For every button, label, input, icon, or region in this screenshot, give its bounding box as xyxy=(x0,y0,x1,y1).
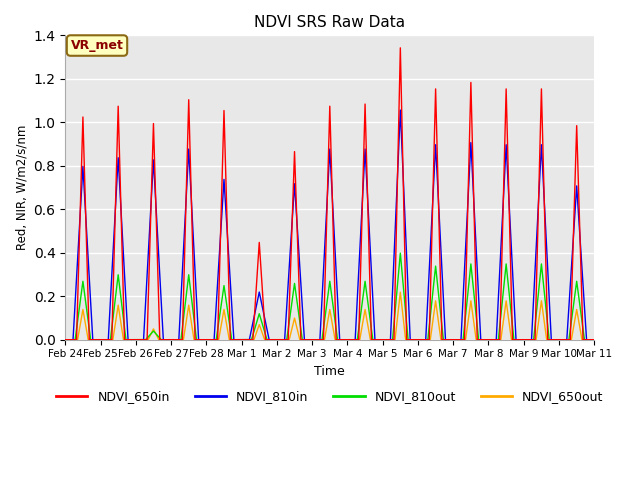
Title: NDVI SRS Raw Data: NDVI SRS Raw Data xyxy=(254,15,405,30)
Legend: NDVI_650in, NDVI_810in, NDVI_810out, NDVI_650out: NDVI_650in, NDVI_810in, NDVI_810out, NDV… xyxy=(51,385,609,408)
Text: VR_met: VR_met xyxy=(70,39,124,52)
X-axis label: Time: Time xyxy=(314,365,345,378)
Y-axis label: Red, NIR, W/m2/s/nm: Red, NIR, W/m2/s/nm xyxy=(15,125,28,250)
